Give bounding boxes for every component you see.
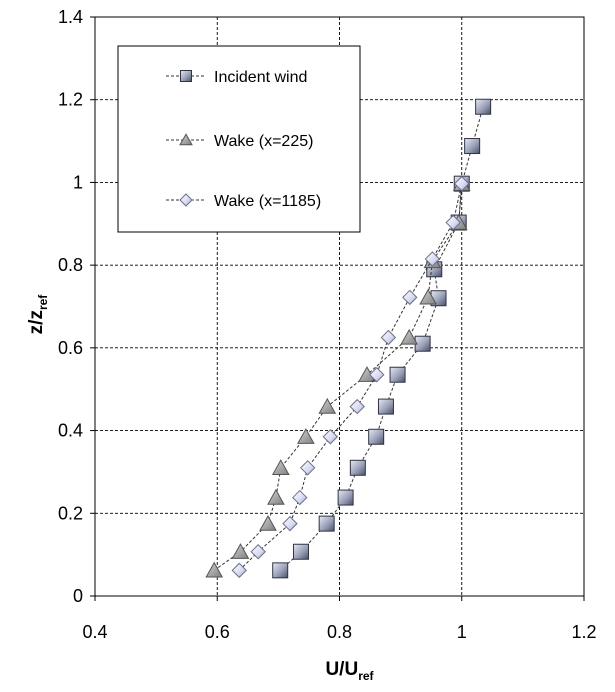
x-tick-label: 1.2 [571, 622, 596, 642]
data-point-square [368, 428, 385, 445]
data-point-diamond [349, 398, 365, 415]
tick-labels: 0 0.2 0.4 0.6 0.8 1 1.2 1.4 0.4 0.6 0.8 1 1.2 [58, 7, 597, 642]
y-tick-label: 0.4 [58, 421, 83, 441]
series-diamond [231, 175, 470, 579]
data-point-square [475, 98, 492, 115]
x-axis-title: U/Uref [325, 659, 374, 683]
y-tick-label: 0.8 [58, 255, 83, 275]
axes [90, 16, 585, 601]
data-point-diamond [250, 544, 266, 560]
series-line-triangle [213, 183, 463, 571]
data-point-triangle [400, 328, 419, 345]
data-point-diamond [445, 214, 461, 231]
data-point-square [377, 398, 394, 415]
series-square [272, 98, 492, 579]
data-point-square [349, 459, 366, 476]
legend-marker-square [180, 70, 192, 82]
legend-box [117, 45, 361, 233]
x-axis-title-main: U/U [325, 659, 358, 680]
series-triangle [205, 174, 471, 578]
data-point-square [464, 138, 481, 155]
legend-marker-diamond [179, 193, 193, 207]
data-point-square [292, 543, 309, 560]
legend-label: Incident wind [214, 69, 307, 86]
legend-marker-triangle [179, 133, 193, 146]
series-layer [205, 98, 492, 579]
y-tick-label: 0.2 [58, 503, 83, 523]
data-point-triangle [267, 488, 285, 505]
data-point-diamond [380, 329, 397, 346]
data-point-diamond [454, 175, 470, 192]
legend-label: Wake (x=225) [214, 133, 313, 150]
data-point-triangle [259, 514, 277, 531]
data-point-diamond [369, 367, 385, 383]
legend-label: Wake (x=1185) [214, 193, 321, 210]
data-point-square [318, 515, 335, 532]
y-tick-label: 1 [73, 172, 83, 192]
data-point-triangle [297, 428, 315, 444]
y-axis-title: z/zref [26, 294, 50, 335]
y-axis-title-sub: ref [36, 294, 50, 310]
data-point-square [272, 562, 289, 579]
x-axis-title-sub: ref [358, 669, 374, 683]
series-line-diamond [238, 183, 463, 571]
data-point-diamond [300, 460, 316, 476]
data-point-square [389, 366, 406, 383]
data-point-diamond [231, 562, 247, 579]
x-tick-label: 0.6 [205, 622, 230, 642]
y-tick-label: 0 [73, 586, 83, 606]
y-tick-label: 0.6 [58, 338, 83, 358]
data-point-diamond [322, 429, 339, 445]
data-point-diamond [292, 489, 308, 506]
data-point-triangle [419, 288, 437, 305]
x-tick-label: 0.8 [327, 622, 352, 642]
data-point-diamond [424, 251, 441, 267]
data-point-triangle [271, 459, 290, 475]
data-point-triangle [318, 397, 337, 414]
y-tick-label: 1.2 [58, 90, 83, 110]
legend: Incident wind Wake (x=225) Wake (x=1185) [117, 45, 361, 233]
data-point-triangle [205, 561, 224, 578]
y-tick-label: 1.4 [58, 7, 83, 27]
x-tick-label: 0.4 [82, 622, 107, 642]
data-point-diamond [402, 289, 418, 306]
x-tick-label: 1 [457, 622, 467, 642]
y-axis-title-main: z/z [26, 310, 47, 334]
data-point-diamond [282, 515, 298, 532]
data-point-square [337, 489, 354, 506]
data-point-triangle [231, 543, 250, 559]
